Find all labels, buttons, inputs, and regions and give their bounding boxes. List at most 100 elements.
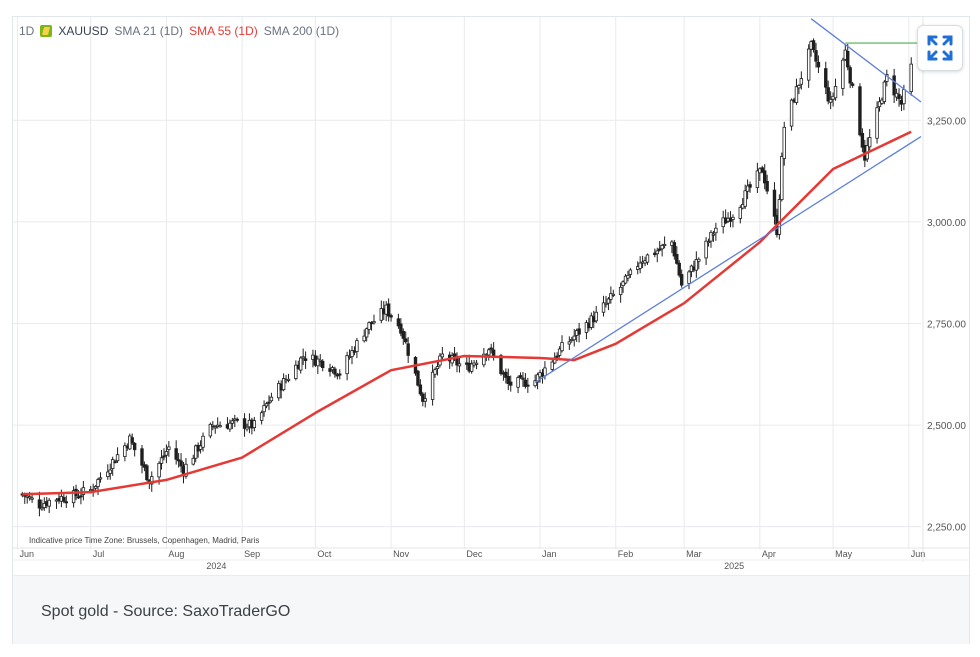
candle-body: [404, 338, 408, 343]
candle-body: [709, 231, 713, 242]
candle-body: [469, 363, 474, 372]
candle-body: [828, 98, 833, 103]
figure-caption: Spot gold - Source: SaxoTraderGO: [41, 603, 291, 620]
chart-area[interactable]: 2,250.00 2,500.00 2,750.00 3,000.00 3,250.00…: [13, 17, 969, 577]
candle-body: [868, 137, 872, 148]
candle-body: [252, 420, 257, 428]
candle-body: [679, 274, 684, 286]
candle-body: [487, 349, 491, 356]
chart-card: 2,250.00 2,500.00 2,750.00 3,000.00 3,250.00…: [12, 16, 970, 644]
x-tick-label: Feb: [618, 549, 634, 559]
candle-body: [560, 342, 564, 352]
x-tick-label: Aug: [168, 549, 184, 559]
candle-body: [816, 61, 821, 68]
candles: [20, 38, 913, 517]
sma200-label[interactable]: SMA 200 (1D): [263, 24, 340, 38]
candle-body: [286, 378, 291, 381]
candle-body: [504, 371, 508, 378]
candle-body: [577, 328, 581, 335]
candle-body: [184, 463, 188, 477]
candle-body: [738, 207, 742, 219]
candle-body: [108, 469, 112, 474]
candle-body: [421, 393, 425, 402]
candle-body: [777, 199, 782, 235]
candle-body: [521, 377, 525, 380]
candle-body: [113, 461, 117, 464]
candle-body: [235, 418, 239, 421]
candle-body: [30, 497, 34, 500]
candle-body: [606, 298, 611, 304]
candle-body: [174, 448, 178, 460]
footer-note: Indicative price Time Zone: Brussels, Co…: [29, 536, 259, 545]
expand-button[interactable]: [917, 25, 963, 71]
axes: 2,250.00 2,500.00 2,750.00 3,000.00 3,250.00…: [13, 17, 969, 571]
candle-body: [294, 364, 298, 379]
sma55-label[interactable]: SMA 55 (1D): [189, 24, 258, 38]
candle-body: [379, 308, 384, 321]
candle-body: [318, 359, 322, 362]
candle-body: [145, 465, 149, 481]
candle-body: [658, 248, 662, 251]
candle-body: [110, 459, 115, 469]
candle-body: [760, 167, 764, 173]
candle-body: [37, 499, 42, 509]
candle-body: [711, 233, 716, 236]
candle-body: [860, 132, 865, 148]
candle-body: [677, 262, 681, 276]
candle-body: [167, 446, 171, 450]
candle-body: [611, 293, 616, 296]
candle-body: [115, 454, 120, 462]
interval-label[interactable]: 1D: [19, 24, 35, 38]
candle-body: [213, 426, 217, 429]
gridlines: [13, 17, 921, 549]
candle-body: [191, 457, 195, 465]
candle-body: [543, 367, 547, 377]
candle-body: [621, 281, 625, 286]
gold-bar-icon: [40, 25, 53, 37]
candle-body: [731, 216, 735, 220]
candle-body: [386, 303, 391, 317]
candle-body: [362, 335, 366, 342]
candle-body: [609, 293, 613, 300]
x-tick-label: Nov: [393, 549, 410, 559]
price-chart[interactable]: 2,250.00 2,500.00 2,750.00 3,000.00 3,250.00…: [13, 17, 969, 577]
candle-body: [333, 368, 337, 375]
candle-body: [71, 490, 76, 504]
sma21-label[interactable]: SMA 21 (1D): [114, 24, 184, 38]
candle-body: [601, 302, 606, 313]
candle-body: [264, 403, 269, 407]
candle-body: [396, 318, 401, 327]
y-tick-label: 2,750.00: [927, 319, 966, 330]
candle-body: [763, 170, 767, 184]
candle-body: [176, 459, 181, 462]
symbol-label[interactable]: XAUUSD: [58, 24, 109, 38]
candle-body: [218, 425, 222, 428]
candle-body: [826, 87, 830, 102]
candle-body: [780, 156, 784, 201]
y-tick-label: 3,250.00: [927, 116, 966, 127]
candle-body: [623, 275, 628, 284]
candle-body: [277, 383, 281, 399]
candle-body: [833, 86, 838, 99]
candle-body: [132, 442, 137, 451]
candle-body: [130, 437, 134, 444]
candle-body: [64, 501, 68, 504]
candle-body: [645, 254, 650, 263]
candle-body: [416, 370, 420, 386]
candle-body: [96, 479, 100, 488]
candle-body: [909, 63, 913, 92]
x-year-label: 2025: [724, 561, 744, 571]
candle-body: [299, 357, 303, 371]
candle-body: [850, 83, 855, 86]
candle-body: [687, 271, 691, 284]
candle-body: [555, 355, 559, 358]
candle-body: [675, 253, 679, 264]
candle-body: [179, 460, 183, 467]
candle-body: [259, 412, 264, 421]
candle-body: [194, 445, 198, 459]
candle-body: [140, 448, 144, 466]
candle-body: [40, 507, 44, 510]
candle-body: [201, 435, 205, 448]
expand-arrows-icon: [927, 35, 953, 61]
candle-body: [267, 401, 271, 404]
